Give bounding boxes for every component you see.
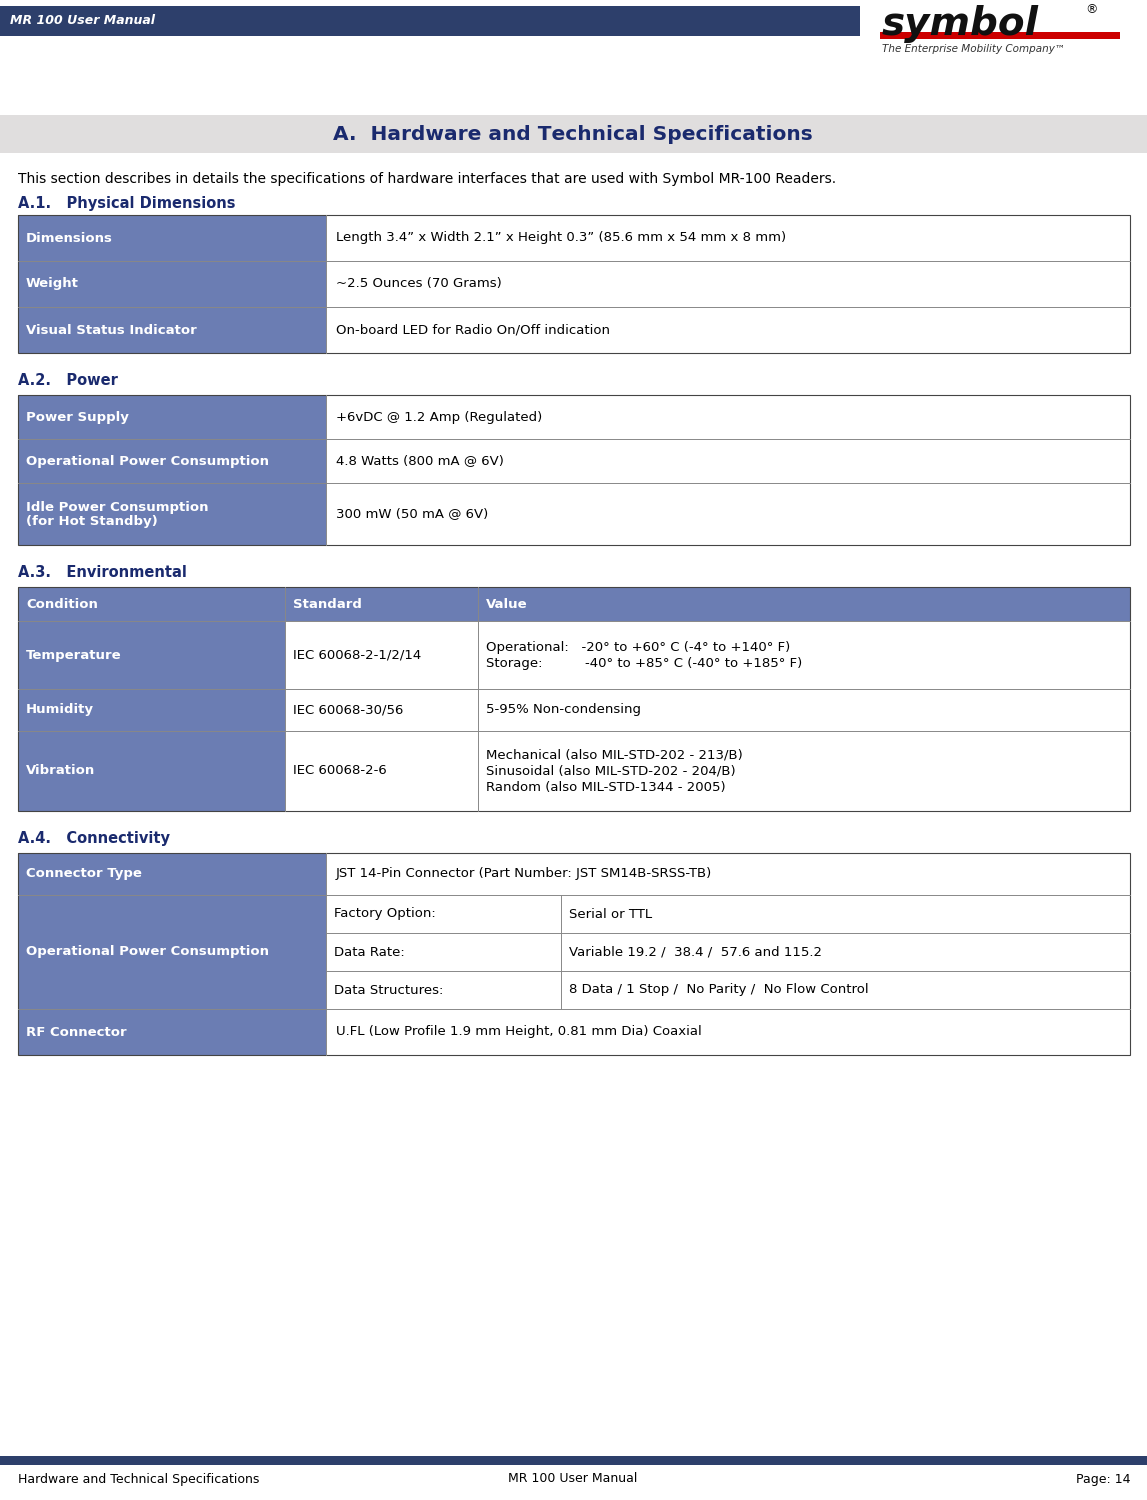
- Text: ®: ®: [1085, 3, 1098, 16]
- Text: Random (also MIL-STD-1344 - 2005): Random (also MIL-STD-1344 - 2005): [486, 780, 726, 794]
- Text: Length 3.4” x Width 2.1” x Height 0.3” (85.6 mm x 54 mm x 8 mm): Length 3.4” x Width 2.1” x Height 0.3” (…: [336, 231, 786, 244]
- Bar: [0, 6, 860, 36]
- Text: Serial or TTL: Serial or TTL: [569, 908, 653, 921]
- Text: 5-95% Non-condensing: 5-95% Non-condensing: [486, 704, 641, 717]
- Text: Vibration: Vibration: [26, 765, 95, 777]
- Bar: [18, 853, 1130, 1054]
- Bar: [478, 730, 1130, 812]
- Text: Visual Status Indicator: Visual Status Indicator: [26, 324, 197, 336]
- Text: Dimensions: Dimensions: [26, 231, 112, 244]
- Text: A.1.   Physical Dimensions: A.1. Physical Dimensions: [18, 196, 235, 211]
- Text: Standard: Standard: [292, 597, 361, 610]
- Bar: [284, 621, 478, 688]
- Bar: [880, 32, 1119, 39]
- Bar: [561, 896, 1130, 933]
- Text: IEC 60068-2-1/2/14: IEC 60068-2-1/2/14: [292, 648, 421, 662]
- Text: +6vDC @ 1.2 Amp (Regulated): +6vDC @ 1.2 Amp (Regulated): [336, 411, 543, 423]
- Text: U.FL (Low Profile 1.9 mm Height, 0.81 mm Dia) Coaxial: U.FL (Low Profile 1.9 mm Height, 0.81 mm…: [336, 1026, 702, 1038]
- Bar: [18, 688, 284, 730]
- Text: Connector Type: Connector Type: [26, 867, 142, 880]
- Text: symbol: symbol: [882, 4, 1039, 44]
- Bar: [18, 896, 326, 1010]
- Bar: [326, 970, 561, 1010]
- Text: Data Structures:: Data Structures:: [334, 984, 444, 996]
- Text: IEC 60068-30/56: IEC 60068-30/56: [292, 704, 404, 717]
- Bar: [326, 261, 1130, 308]
- Text: Operational:   -20° to +60° C (-4° to +140° F): Operational: -20° to +60° C (-4° to +140…: [486, 640, 790, 654]
- Text: Page: 14: Page: 14: [1076, 1473, 1130, 1485]
- Text: Mechanical (also MIL-STD-202 - 213/B): Mechanical (also MIL-STD-202 - 213/B): [486, 748, 743, 762]
- Text: On-board LED for Radio On/Off indication: On-board LED for Radio On/Off indication: [336, 324, 610, 336]
- Bar: [326, 394, 1130, 439]
- Bar: [561, 933, 1130, 970]
- Text: A.  H​ardware and T​echnical S​pecifications: A. H​ardware and T​echnical S​pecificati…: [333, 124, 813, 144]
- Text: Operational Power Consumption: Operational Power Consumption: [26, 454, 270, 468]
- Bar: [0, 1456, 1147, 1466]
- Text: ~2.5 Ounces (70 Grams): ~2.5 Ounces (70 Grams): [336, 278, 501, 291]
- Bar: [18, 394, 326, 439]
- Bar: [18, 214, 326, 261]
- Text: Storage:          -40° to +85° C (-40° to +185° F): Storage: -40° to +85° C (-40° to +185° F…: [486, 657, 802, 669]
- Text: This section describes in details the specifications of hardware interfaces that: This section describes in details the sp…: [18, 172, 836, 186]
- Bar: [478, 621, 1130, 688]
- Text: Operational Power Consumption: Operational Power Consumption: [26, 945, 270, 958]
- Text: Factory Option:: Factory Option:: [334, 908, 436, 921]
- Bar: [326, 896, 561, 933]
- Bar: [478, 688, 1130, 730]
- Bar: [326, 933, 561, 970]
- Bar: [326, 440, 1130, 483]
- Text: Humidity: Humidity: [26, 704, 94, 717]
- Bar: [326, 853, 1130, 895]
- Text: Value: Value: [486, 597, 528, 610]
- Text: 4.8 Watts (800 mA @ 6V): 4.8 Watts (800 mA @ 6V): [336, 454, 504, 468]
- Bar: [561, 970, 1130, 1010]
- Text: IEC 60068-2-6: IEC 60068-2-6: [292, 765, 387, 777]
- Text: 300 mW (50 mA @ 6V): 300 mW (50 mA @ 6V): [336, 507, 489, 520]
- Bar: [326, 483, 1130, 544]
- Bar: [18, 621, 284, 688]
- Text: A.3.   Environmental: A.3. Environmental: [18, 566, 187, 580]
- Bar: [326, 214, 1130, 261]
- Text: MR 100 User Manual: MR 100 User Manual: [508, 1473, 638, 1485]
- Bar: [18, 214, 1130, 352]
- Bar: [326, 1010, 1130, 1054]
- Text: The Enterprise Mobility Company™: The Enterprise Mobility Company™: [882, 44, 1066, 54]
- Text: MR 100 User Manual: MR 100 User Manual: [10, 15, 155, 27]
- Text: Hardware and Technical Specifications: Hardware and Technical Specifications: [18, 1473, 259, 1485]
- Bar: [18, 586, 1130, 812]
- Text: A.2.   Power: A.2. Power: [18, 374, 118, 388]
- Text: A.4.   Connectivity: A.4. Connectivity: [18, 831, 170, 846]
- Bar: [18, 1010, 326, 1054]
- Text: 8 Data / 1 Stop /  No Parity /  No Flow Control: 8 Data / 1 Stop / No Parity / No Flow Co…: [569, 984, 868, 996]
- Bar: [18, 261, 326, 308]
- Text: (for Hot Standby): (for Hot Standby): [26, 514, 158, 528]
- Bar: [18, 586, 1130, 621]
- Bar: [284, 688, 478, 730]
- Text: RF Connector: RF Connector: [26, 1026, 126, 1038]
- Bar: [18, 730, 284, 812]
- Text: Temperature: Temperature: [26, 648, 122, 662]
- Bar: [18, 853, 326, 895]
- Bar: [18, 308, 326, 352]
- Text: Condition: Condition: [26, 597, 97, 610]
- Bar: [0, 116, 1147, 153]
- Text: Power Supply: Power Supply: [26, 411, 128, 423]
- Bar: [284, 730, 478, 812]
- Text: Data Rate:: Data Rate:: [334, 945, 405, 958]
- Text: Idle Power Consumption: Idle Power Consumption: [26, 501, 209, 513]
- Bar: [18, 394, 1130, 544]
- Bar: [326, 308, 1130, 352]
- Text: Weight: Weight: [26, 278, 79, 291]
- Bar: [18, 440, 326, 483]
- Text: Variable 19.2 /  38.4 /  57.6 and 115.2: Variable 19.2 / 38.4 / 57.6 and 115.2: [569, 945, 822, 958]
- Text: JST 14-Pin Connector (Part Number: JST SM14B-SRSS-TB): JST 14-Pin Connector (Part Number: JST S…: [336, 867, 712, 880]
- Text: Sinusoidal (also MIL-STD-202 - 204/B): Sinusoidal (also MIL-STD-202 - 204/B): [486, 765, 735, 777]
- Bar: [18, 483, 326, 544]
